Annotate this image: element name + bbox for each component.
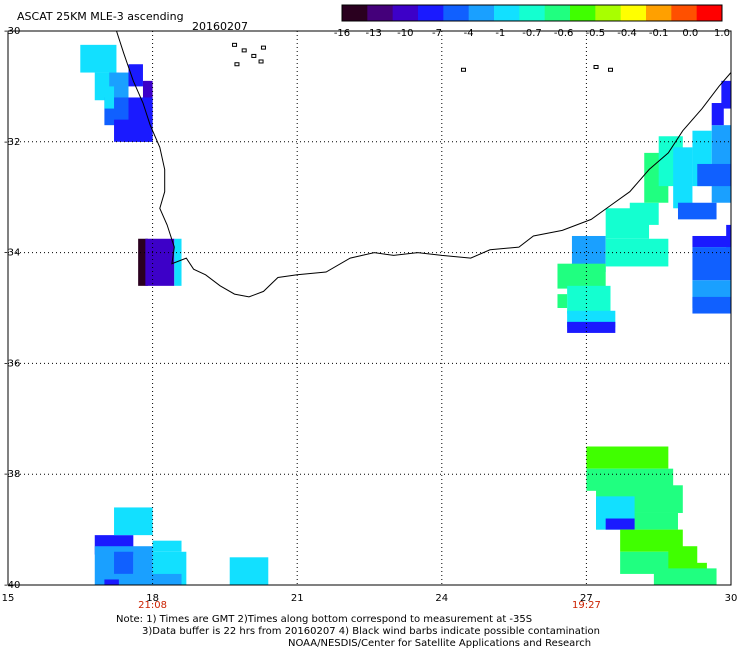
colorbar-swatch <box>646 5 672 21</box>
wind-cell <box>114 507 153 536</box>
note-line-3: NOAA/NESDIS/Center for Satellite Applica… <box>288 638 592 649</box>
wind-cell <box>677 202 717 220</box>
colorbar-tick-label: -0.5 <box>586 28 606 39</box>
wind-cell <box>104 573 182 585</box>
island <box>460 67 466 72</box>
lat-tick-label: -32 <box>4 137 20 148</box>
wind-cell <box>721 80 731 109</box>
colorbar-tick-label: -0.4 <box>617 28 637 39</box>
colorbar-swatch <box>342 5 368 21</box>
wind-cell <box>557 294 568 308</box>
wind-cell <box>152 540 182 552</box>
colorbar-tick-label: -16 <box>334 28 350 39</box>
colorbar-swatch <box>494 5 520 21</box>
wind-cell <box>104 579 119 585</box>
colorbar-swatch <box>418 5 444 21</box>
island <box>608 67 613 72</box>
island <box>241 48 247 53</box>
colorbar-swatch <box>671 5 698 21</box>
wind-cell <box>653 568 717 585</box>
lat-tick-label: -34 <box>4 248 20 259</box>
wind-cell <box>104 86 115 109</box>
wind-cell <box>620 529 683 552</box>
colorbar-swatch <box>367 5 394 21</box>
island <box>260 45 266 50</box>
colorbar-tick-label: 0.0 <box>682 28 698 39</box>
island <box>234 62 240 67</box>
wind-cell <box>145 238 175 286</box>
wind-cell <box>123 130 153 142</box>
colorbar-tick-label: -0.1 <box>649 28 669 39</box>
wind-cell <box>629 202 659 225</box>
lat-lon-grid <box>8 31 731 585</box>
colorbar-tick-label: -0.7 <box>522 28 542 39</box>
lat-tick-label: -30 <box>4 26 20 37</box>
colorbar-tick-label: 1.0 <box>714 28 730 39</box>
wind-cell <box>711 125 731 203</box>
lat-tick-label: -38 <box>4 469 20 480</box>
map-date: 20160207 <box>192 20 248 33</box>
wind-cell <box>567 285 611 314</box>
wind-cell <box>114 551 134 574</box>
wind-cell <box>80 44 117 73</box>
colorbar-swatch <box>696 5 723 21</box>
wind-cell <box>567 321 616 333</box>
lon-tick-label: 15 <box>2 593 15 604</box>
lon-tick-label: 30 <box>725 593 738 604</box>
wind-cell <box>138 238 148 286</box>
colorbar-tick-label: -4 <box>464 28 474 39</box>
lat-tick-label: -36 <box>4 358 20 369</box>
island <box>251 53 257 58</box>
island <box>593 65 599 70</box>
note-line-2: 3)Data buffer is 22 hrs from 20160207 4)… <box>142 626 600 637</box>
wind-cell <box>605 238 669 267</box>
colorbar-swatch <box>468 5 495 21</box>
wind-cell <box>174 238 182 286</box>
wind-cell <box>605 518 635 530</box>
colorbar-border <box>341 4 723 22</box>
colorbar: -16 -13 -10 -7 -4 -1 -0.7 -0.6 -0.5 -0.4 -0.1 0.0 1.… <box>334 4 730 39</box>
time-label: 19:27 <box>572 600 601 611</box>
colorbar-tick-label: -10 <box>397 28 413 39</box>
colorbar-swatch <box>620 5 647 21</box>
lon-tick-label: 21 <box>291 593 304 604</box>
coastline <box>116 30 732 298</box>
colorbar-swatch <box>519 5 546 21</box>
colorbar-tick-label: -1 <box>495 28 505 39</box>
lon-tick-label: 27 <box>580 593 593 604</box>
colorbar-tick-label: -7 <box>432 28 442 39</box>
axis-labels: 15 18 21 24 27 30 -30 -32 -34 -36 -38 -40 21:08 19:27 <box>2 26 738 611</box>
wind-cell <box>586 446 669 469</box>
colorbar-tick-label: -13 <box>365 28 381 39</box>
wind-cell <box>557 263 606 289</box>
map-frame <box>7 30 732 586</box>
wind-cell <box>128 64 143 87</box>
wind-cell <box>711 103 724 126</box>
map-title: ASCAT 25KM MLE-3 ascending <box>17 10 184 23</box>
island <box>232 42 238 47</box>
colorbar-swatch <box>595 5 622 21</box>
wind-cells <box>80 44 731 585</box>
colorbar-tick-label: -0.6 <box>554 28 574 39</box>
wind-cell <box>697 163 731 187</box>
wind-cell <box>692 296 731 314</box>
lon-tick-label: 24 <box>435 593 448 604</box>
lon-tick-label: 18 <box>146 593 159 604</box>
wind-cell <box>673 147 693 209</box>
colorbar-swatch <box>443 5 470 21</box>
time-label: 21:08 <box>138 600 167 611</box>
lat-tick-label: -40 <box>4 580 20 591</box>
note-line-1: Note: 1) Times are GMT 2)Times along bot… <box>116 614 533 625</box>
colorbar-swatch <box>392 5 419 21</box>
colorbar-swatch <box>544 5 571 21</box>
wind-cell <box>692 235 731 248</box>
wind-cell <box>692 247 731 281</box>
island <box>258 59 264 64</box>
colorbar-swatch <box>570 5 596 21</box>
wind-cell <box>229 557 269 585</box>
coastline-path <box>116 30 732 298</box>
